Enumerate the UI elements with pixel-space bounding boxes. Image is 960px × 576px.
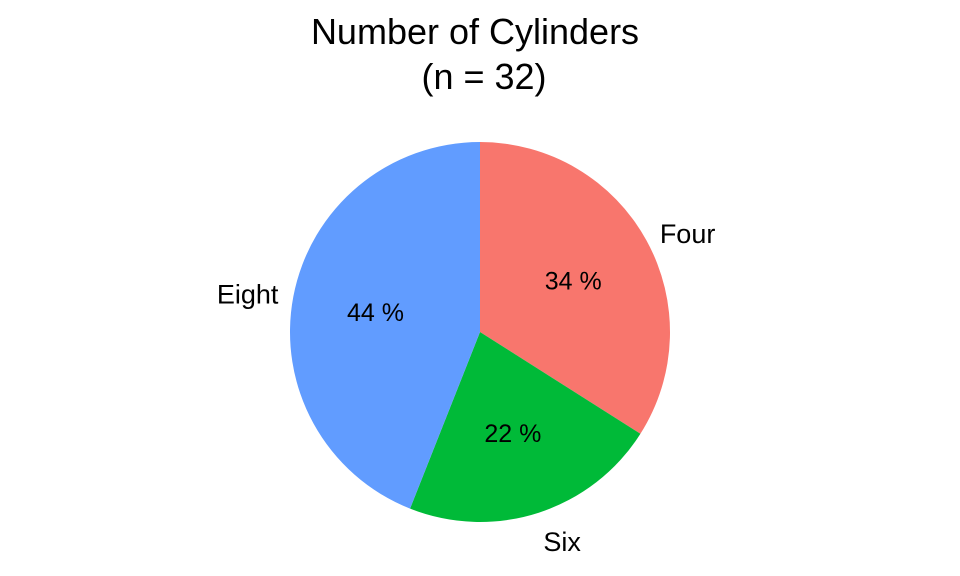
pie-slice-four (480, 142, 670, 434)
pie-slices (289, 142, 670, 522)
pie-value-label-six: 22 % (484, 420, 541, 448)
pie-slice-six (410, 332, 641, 522)
pie-value-label-four: 34 % (545, 268, 602, 296)
chart-subtitle: (n = 32) (421, 56, 546, 97)
chart-title: Number of Cylinders (311, 11, 639, 52)
pie-category-label-eight: Eight (217, 280, 279, 310)
pie-category-label-four: Four (660, 219, 716, 249)
pie-slice-eight (289, 142, 480, 509)
pie-labels: 34 % Four 22 % Six 44 % Eight (217, 219, 715, 557)
pie-category-label-six: Six (543, 527, 581, 557)
pie-value-label-eight: 44 % (347, 299, 404, 327)
